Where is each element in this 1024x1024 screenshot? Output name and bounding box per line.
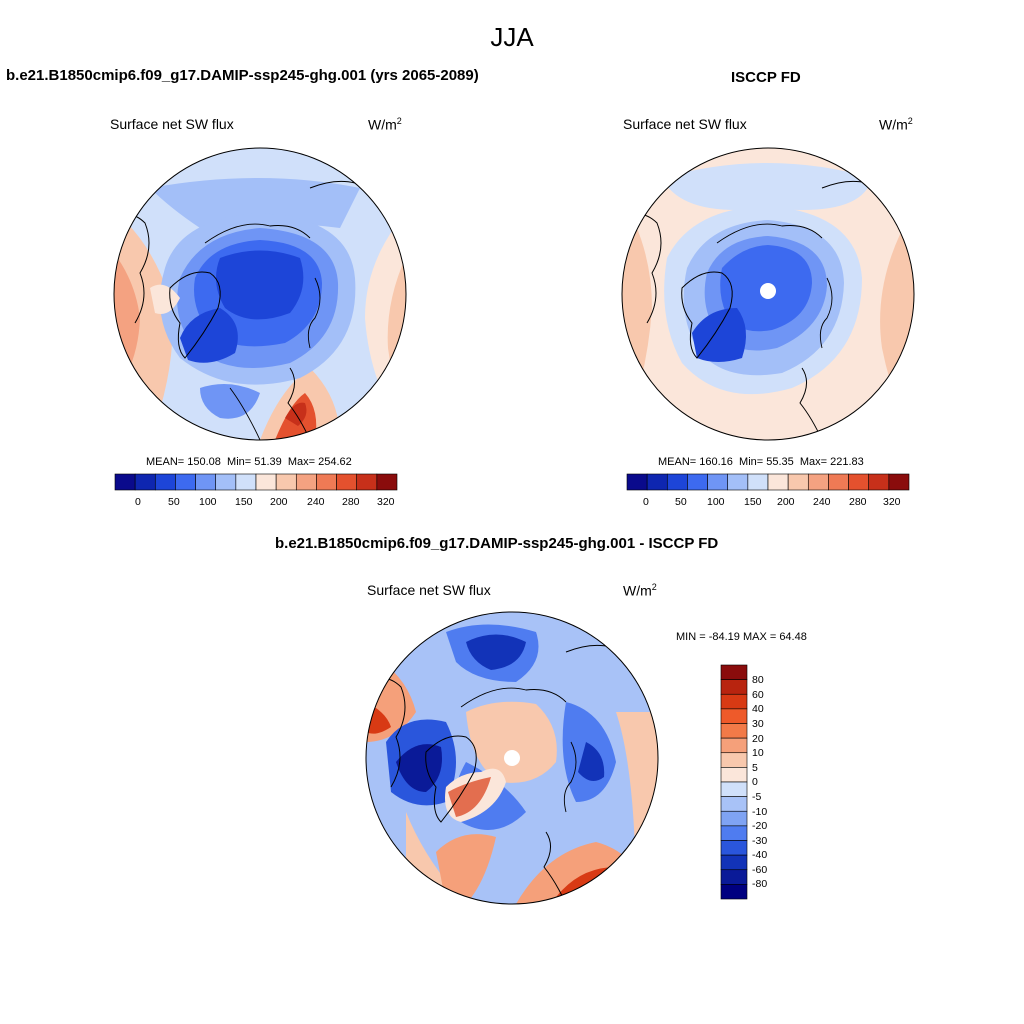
colorbar-tick: 240 bbox=[813, 496, 831, 508]
colorbar-obs-ticks: 0 50 100 150 200 240 280 320 bbox=[627, 496, 909, 510]
colorbar-swatch bbox=[720, 752, 748, 768]
colorbar-model-ticks: 0 50 100 150 200 240 280 320 bbox=[115, 496, 397, 510]
colorbar-swatch bbox=[376, 473, 398, 491]
colorbar-swatch bbox=[828, 473, 849, 491]
colorbar-swatch bbox=[720, 796, 748, 812]
colorbar-swatch bbox=[720, 767, 748, 783]
colorbar-tick: 240 bbox=[307, 496, 325, 508]
panel-diff-variable: Surface net SW flux bbox=[367, 582, 491, 598]
colorbar-tick: 200 bbox=[777, 496, 795, 508]
figure-season-title: JJA bbox=[490, 22, 534, 52]
colorbar-swatch bbox=[888, 473, 910, 491]
colorbar-swatch bbox=[720, 693, 748, 710]
colorbar-swatch bbox=[626, 473, 648, 491]
colorbar-swatch bbox=[707, 473, 729, 491]
colorbar-tick: 0 bbox=[643, 496, 649, 508]
colorbar-model bbox=[114, 473, 398, 491]
colorbar-swatch bbox=[720, 854, 748, 871]
colorbar-swatch bbox=[255, 473, 277, 491]
panel-obs-stats: MEAN= 160.16 Min= 55.35 Max= 221.83 bbox=[658, 456, 864, 468]
colorbar-swatch bbox=[787, 473, 809, 491]
colorbar-swatch bbox=[316, 473, 337, 491]
colorbar-swatch bbox=[295, 473, 317, 491]
panel-diff-title: b.e21.B1850cmip6.f09_g17.DAMIP-ssp245-gh… bbox=[275, 535, 719, 552]
colorbar-tick: 100 bbox=[199, 496, 217, 508]
panel-obs-units: W/m2 bbox=[879, 116, 913, 133]
colorbar-swatch bbox=[720, 679, 748, 695]
colorbar-tick: 50 bbox=[168, 496, 180, 508]
colorbar-tick: 100 bbox=[707, 496, 725, 508]
panel-diff-map bbox=[365, 611, 659, 905]
colorbar-tick: -10 bbox=[752, 806, 768, 818]
panel-diff-minmax: MIN = -84.19 MAX = 64.48 bbox=[676, 631, 807, 643]
colorbar-diff bbox=[720, 664, 748, 900]
colorbar-tick: 320 bbox=[883, 496, 901, 508]
panel-diff-units: W/m2 bbox=[623, 582, 657, 599]
colorbar-tick: 150 bbox=[744, 496, 762, 508]
colorbar-swatch bbox=[720, 723, 748, 739]
panel-model-variable: Surface net SW flux bbox=[110, 116, 234, 132]
colorbar-tick: 20 bbox=[752, 733, 764, 745]
colorbar-tick: -20 bbox=[752, 820, 768, 832]
colorbar-swatch bbox=[720, 810, 748, 827]
colorbar-tick: 320 bbox=[377, 496, 395, 508]
colorbar-swatch bbox=[195, 473, 217, 491]
panel-model-units: W/m2 bbox=[368, 116, 402, 133]
colorbar-tick: -60 bbox=[752, 864, 768, 876]
panel-model-map bbox=[113, 147, 407, 441]
colorbar-tick: -5 bbox=[752, 791, 762, 803]
colorbar-swatch bbox=[720, 664, 748, 680]
colorbar-swatch bbox=[868, 473, 890, 491]
colorbar-swatch bbox=[727, 473, 749, 491]
colorbar-swatch bbox=[720, 884, 748, 900]
colorbar-tick: 80 bbox=[752, 674, 764, 686]
colorbar-swatch bbox=[175, 473, 196, 491]
colorbar-swatch bbox=[154, 473, 176, 491]
colorbar-swatch bbox=[215, 473, 237, 491]
colorbar-swatch bbox=[767, 473, 789, 491]
colorbar-swatch bbox=[134, 473, 156, 491]
colorbar-swatch bbox=[666, 473, 688, 491]
colorbar-swatch bbox=[720, 825, 748, 841]
colorbar-tick: -80 bbox=[752, 878, 768, 890]
panel-model-title: b.e21.B1850cmip6.f09_g17.DAMIP-ssp245-gh… bbox=[6, 67, 479, 84]
colorbar-tick: 60 bbox=[752, 689, 764, 701]
colorbar-tick: 0 bbox=[135, 496, 141, 508]
colorbar-swatch bbox=[275, 473, 297, 491]
panel-obs-map bbox=[621, 147, 915, 441]
colorbar-swatch bbox=[356, 473, 378, 491]
colorbar-swatch bbox=[720, 708, 748, 724]
colorbar-swatch bbox=[720, 840, 748, 856]
colorbar-tick: 200 bbox=[270, 496, 288, 508]
colorbar-swatch bbox=[235, 473, 257, 491]
colorbar-tick: 30 bbox=[752, 718, 764, 730]
panel-obs-variable: Surface net SW flux bbox=[623, 116, 747, 132]
colorbar-swatch bbox=[114, 473, 136, 491]
colorbar-tick: 50 bbox=[675, 496, 687, 508]
panel-obs-title: ISCCP FD bbox=[731, 69, 801, 86]
colorbar-tick: -40 bbox=[752, 849, 768, 861]
colorbar-tick: 280 bbox=[849, 496, 867, 508]
colorbar-swatch bbox=[687, 473, 708, 491]
colorbar-tick: 280 bbox=[342, 496, 360, 508]
colorbar-swatch bbox=[336, 473, 358, 491]
colorbar-tick: 10 bbox=[752, 747, 764, 759]
colorbar-swatch bbox=[848, 473, 870, 491]
colorbar-tick: 150 bbox=[235, 496, 253, 508]
colorbar-swatch bbox=[720, 737, 748, 754]
panel-model-stats: MEAN= 150.08 Min= 51.39 Max= 254.62 bbox=[146, 456, 352, 468]
colorbar-tick: -30 bbox=[752, 835, 768, 847]
colorbar-diff-ticks: 80 60 40 30 20 10 5 0 -5 -10 -20 -30 -40… bbox=[752, 665, 792, 899]
colorbar-tick: 5 bbox=[752, 762, 758, 774]
colorbar-tick: 40 bbox=[752, 703, 764, 715]
colorbar-swatch bbox=[747, 473, 769, 491]
colorbar-obs bbox=[626, 473, 910, 491]
colorbar-tick: 0 bbox=[752, 776, 758, 788]
colorbar-swatch bbox=[646, 473, 668, 491]
colorbar-swatch bbox=[720, 781, 748, 797]
colorbar-swatch bbox=[720, 869, 748, 885]
colorbar-swatch bbox=[807, 473, 829, 491]
